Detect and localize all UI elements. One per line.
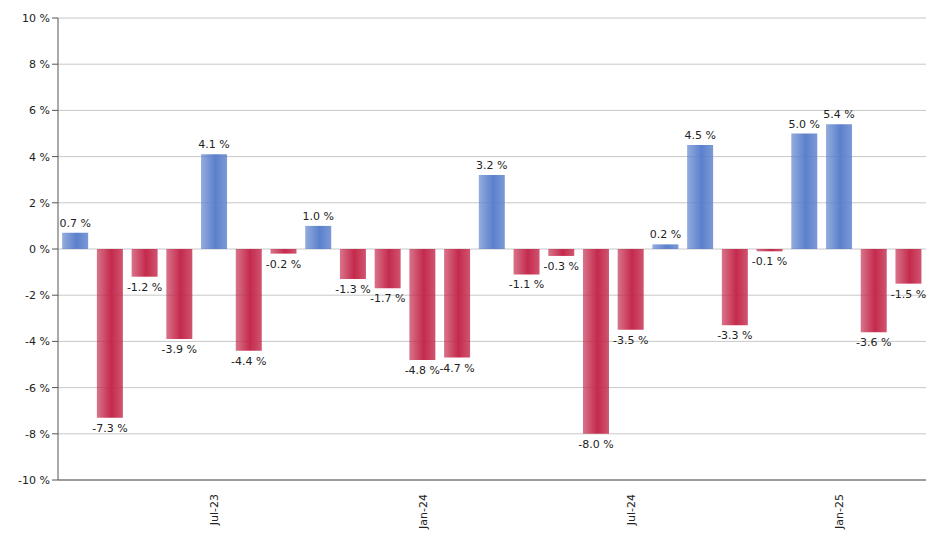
svg-text:-2 %: -2 % bbox=[25, 289, 50, 302]
svg-text:5.0 %: 5.0 % bbox=[789, 118, 820, 131]
svg-text:1.0 %: 1.0 % bbox=[302, 210, 333, 223]
svg-text:3.2 %: 3.2 % bbox=[476, 159, 507, 172]
svg-text:0.7 %: 0.7 % bbox=[59, 217, 90, 230]
svg-text:8 %: 8 % bbox=[29, 58, 50, 71]
svg-text:-6 %: -6 % bbox=[25, 382, 50, 395]
svg-text:0 %: 0 % bbox=[29, 243, 50, 256]
svg-text:-1.1 %: -1.1 % bbox=[509, 278, 544, 291]
svg-text:-3.9 %: -3.9 % bbox=[162, 343, 197, 356]
svg-text:10 %: 10 % bbox=[22, 12, 50, 25]
svg-text:-0.2 %: -0.2 % bbox=[266, 258, 301, 271]
svg-text:6 %: 6 % bbox=[29, 104, 50, 117]
svg-text:-3.6 %: -3.6 % bbox=[856, 336, 891, 349]
svg-text:-1.5 %: -1.5 % bbox=[891, 288, 926, 301]
svg-text:4.5 %: 4.5 % bbox=[684, 129, 715, 142]
svg-text:Jan-25: Jan-25 bbox=[833, 494, 846, 530]
svg-text:-1.2 %: -1.2 % bbox=[127, 281, 162, 294]
svg-text:-0.1 %: -0.1 % bbox=[752, 255, 787, 268]
svg-text:-4.8 %: -4.8 % bbox=[405, 364, 440, 377]
svg-text:Jan-24: Jan-24 bbox=[417, 494, 430, 530]
svg-text:5.4 %: 5.4 % bbox=[823, 108, 854, 121]
svg-text:2 %: 2 % bbox=[29, 197, 50, 210]
svg-text:-1.7 %: -1.7 % bbox=[370, 292, 405, 305]
svg-text:-1.3 %: -1.3 % bbox=[335, 283, 370, 296]
svg-text:-3.5 %: -3.5 % bbox=[613, 334, 648, 347]
svg-text:-8 %: -8 % bbox=[25, 428, 50, 441]
svg-text:-7.3 %: -7.3 % bbox=[92, 422, 127, 435]
svg-text:-8.0 %: -8.0 % bbox=[578, 438, 613, 451]
svg-text:-4.7 %: -4.7 % bbox=[439, 362, 474, 375]
svg-text:4.1 %: 4.1 % bbox=[198, 138, 229, 151]
svg-text:-3.3 %: -3.3 % bbox=[717, 329, 752, 342]
svg-text:-4 %: -4 % bbox=[25, 335, 50, 348]
svg-text:4 %: 4 % bbox=[29, 151, 50, 164]
svg-text:0.2 %: 0.2 % bbox=[650, 228, 681, 241]
svg-text:-4.4 %: -4.4 % bbox=[231, 355, 266, 368]
svg-text:-0.3 %: -0.3 % bbox=[544, 260, 579, 273]
svg-text:Jul-24: Jul-24 bbox=[625, 494, 638, 526]
svg-text:Jul-23: Jul-23 bbox=[208, 494, 221, 526]
svg-text:-10 %: -10 % bbox=[18, 474, 50, 487]
